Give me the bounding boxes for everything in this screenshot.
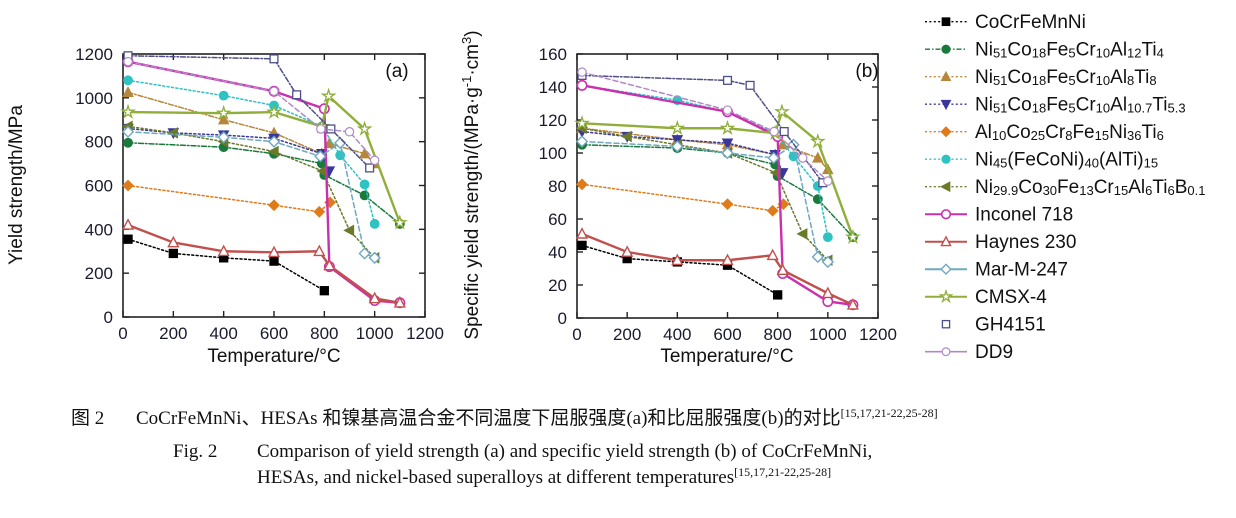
svg-text:1000: 1000 — [356, 324, 394, 343]
svg-text:1000: 1000 — [809, 325, 847, 344]
svg-text:0: 0 — [118, 324, 127, 343]
svg-text:600: 600 — [260, 324, 288, 343]
svg-text:CoCrFeMnNi、HESAs 和镍基高温合金不同温度下屈: CoCrFeMnNi、HESAs 和镍基高温合金不同温度下屈服强度(a)和比屈服… — [136, 406, 938, 429]
svg-text:200: 200 — [85, 264, 113, 283]
svg-text:Haynes 230: Haynes 230 — [975, 232, 1076, 253]
svg-text:800: 800 — [85, 133, 113, 152]
svg-text:Ni51Co18Fe5Cr10Al10.7Ti5.3: Ni51Co18Fe5Cr10Al10.7Ti5.3 — [975, 95, 1186, 116]
svg-text:120: 120 — [539, 111, 567, 130]
svg-text:Mar-M-247: Mar-M-247 — [975, 260, 1068, 281]
svg-text:100: 100 — [539, 144, 567, 163]
svg-text:1200: 1200 — [859, 325, 897, 344]
svg-text:(b): (b) — [855, 61, 878, 82]
svg-text:0: 0 — [104, 308, 113, 327]
svg-text:60: 60 — [548, 210, 567, 229]
svg-text:140: 140 — [539, 78, 567, 97]
svg-text:0: 0 — [558, 309, 567, 328]
svg-text:0: 0 — [572, 325, 581, 344]
svg-text:Temperature/°C: Temperature/°C — [660, 346, 793, 367]
svg-text:Fig. 2: Fig. 2 — [173, 441, 217, 462]
svg-text:400: 400 — [209, 324, 237, 343]
svg-text:1200: 1200 — [406, 324, 444, 343]
svg-text:CMSX-4: CMSX-4 — [975, 287, 1047, 308]
svg-text:200: 200 — [159, 324, 187, 343]
svg-text:40: 40 — [548, 243, 567, 262]
svg-text:图 2: 图 2 — [71, 408, 104, 429]
svg-text:DD9: DD9 — [975, 342, 1013, 363]
svg-text:80: 80 — [548, 177, 567, 196]
svg-text:Temperature/°C: Temperature/°C — [207, 346, 340, 367]
svg-text:(a): (a) — [385, 61, 408, 82]
svg-text:600: 600 — [713, 325, 741, 344]
svg-text:Inconel 718: Inconel 718 — [975, 205, 1073, 226]
svg-text:600: 600 — [85, 177, 113, 196]
svg-text:Comparison of yield strength (: Comparison of yield strength (a) and spe… — [257, 441, 872, 462]
svg-text:20: 20 — [548, 276, 567, 295]
svg-text:200: 200 — [613, 325, 641, 344]
svg-text:160: 160 — [539, 45, 567, 64]
svg-text:400: 400 — [85, 220, 113, 239]
svg-text:1200: 1200 — [75, 45, 113, 64]
svg-text:Yield strength/MPa: Yield strength/MPa — [6, 105, 27, 265]
svg-text:400: 400 — [663, 325, 691, 344]
svg-text:800: 800 — [310, 324, 338, 343]
svg-text:GH4151: GH4151 — [975, 315, 1046, 336]
svg-text:1000: 1000 — [75, 89, 113, 108]
svg-text:CoCrFeMnNi: CoCrFeMnNi — [975, 12, 1086, 33]
svg-text:800: 800 — [763, 325, 791, 344]
